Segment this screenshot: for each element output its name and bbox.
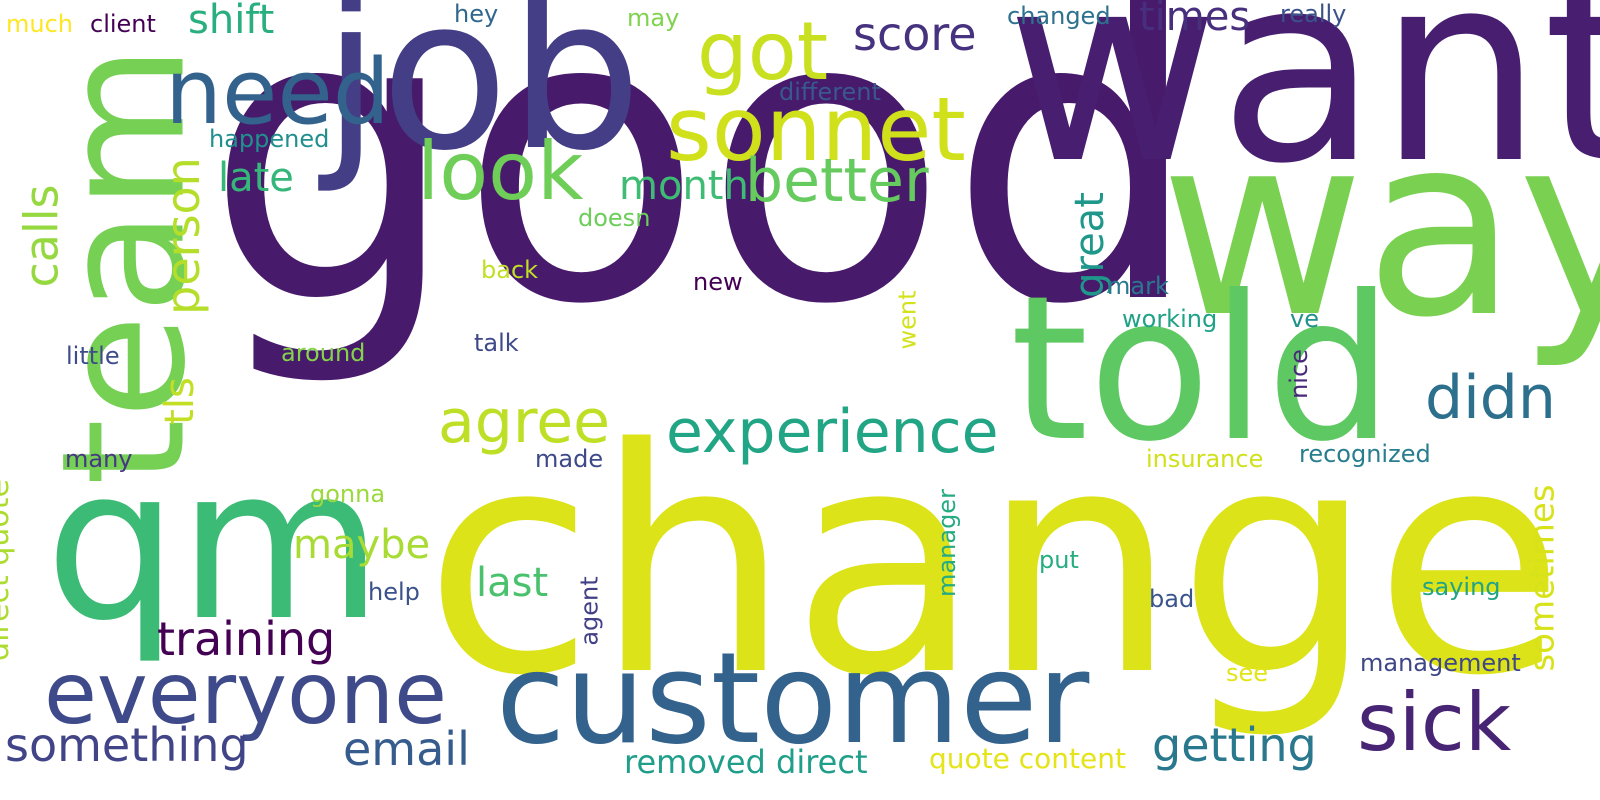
word-around: around [281, 339, 366, 367]
word-removed-direct: removed direct [624, 743, 868, 781]
word-changed: changed [1007, 2, 1111, 30]
word-mark: mark [1107, 272, 1169, 300]
word-agent: agent [575, 576, 604, 646]
word-times: times [1139, 0, 1251, 40]
word-talk: talk [474, 329, 519, 357]
word-email: email [343, 722, 470, 776]
word-want: want [1006, 0, 1600, 221]
word-calls: calls [14, 184, 69, 288]
word-happened: happened [209, 125, 330, 153]
word-help: help [368, 578, 420, 606]
word-ve: ve [1290, 305, 1319, 333]
word-recognized: recognized [1299, 440, 1431, 468]
word-person: person [155, 157, 210, 315]
word-great: great [1066, 192, 1113, 298]
word-doesn: doesn [578, 204, 651, 232]
word-everyone: everyone [44, 644, 447, 744]
word-change: change [424, 383, 1565, 744]
word-hey: hey [454, 0, 499, 28]
word-nice: nice [1284, 349, 1313, 399]
word-good: good [205, 0, 1203, 392]
word-working: working [1122, 305, 1218, 333]
word-way: way [1160, 81, 1600, 372]
word-little: little [66, 342, 120, 370]
word-manager: manager [932, 489, 961, 597]
word-didn: didn [1425, 363, 1556, 433]
word-may: may [627, 4, 680, 32]
word-maybe: maybe [293, 522, 431, 568]
word-qm: qm [45, 422, 383, 667]
word-month: month [619, 163, 749, 209]
word-put: put [1039, 546, 1079, 574]
word-made: made [535, 445, 604, 473]
word-new: new [693, 268, 743, 296]
word-training: training [157, 612, 336, 666]
word-many: many [65, 445, 133, 473]
word-quote-content: quote content [929, 742, 1126, 775]
word-late: late [218, 155, 294, 201]
word-experience: experience [666, 397, 999, 467]
word-sonnet: sonnet [666, 78, 966, 181]
word-got: got [697, 5, 829, 98]
word-need: need [165, 40, 390, 145]
word-back: back [481, 256, 539, 284]
word-getting: getting [1152, 718, 1317, 772]
word-management: management [1360, 649, 1521, 677]
word-direct-quote: direct quote [0, 479, 16, 661]
word-shift: shift [188, 0, 275, 43]
word-client: client [90, 10, 156, 38]
word-score: score [853, 7, 977, 61]
word-better: better [745, 146, 929, 216]
word-sick: sick [1357, 676, 1512, 769]
word-see: see [1226, 659, 1269, 687]
word-really: really [1280, 0, 1347, 28]
word-insurance: insurance [1146, 445, 1264, 473]
word-customer: customer [496, 625, 1090, 772]
word-much: much [6, 10, 73, 38]
word-sometimes: sometimes [1522, 484, 1563, 672]
word-bad: bad [1149, 585, 1195, 613]
word-something: something [5, 718, 249, 772]
word-saying: saying [1422, 573, 1501, 601]
word-tls: tls [156, 377, 203, 425]
word-went: went [893, 290, 922, 350]
word-gonna: gonna [310, 480, 386, 508]
word-different: different [779, 78, 881, 106]
word-told: told [1010, 253, 1394, 486]
word-agree: agree [438, 387, 611, 457]
word-job: job [322, 0, 643, 197]
word-last: last [476, 560, 549, 606]
word-look: look [417, 125, 584, 218]
